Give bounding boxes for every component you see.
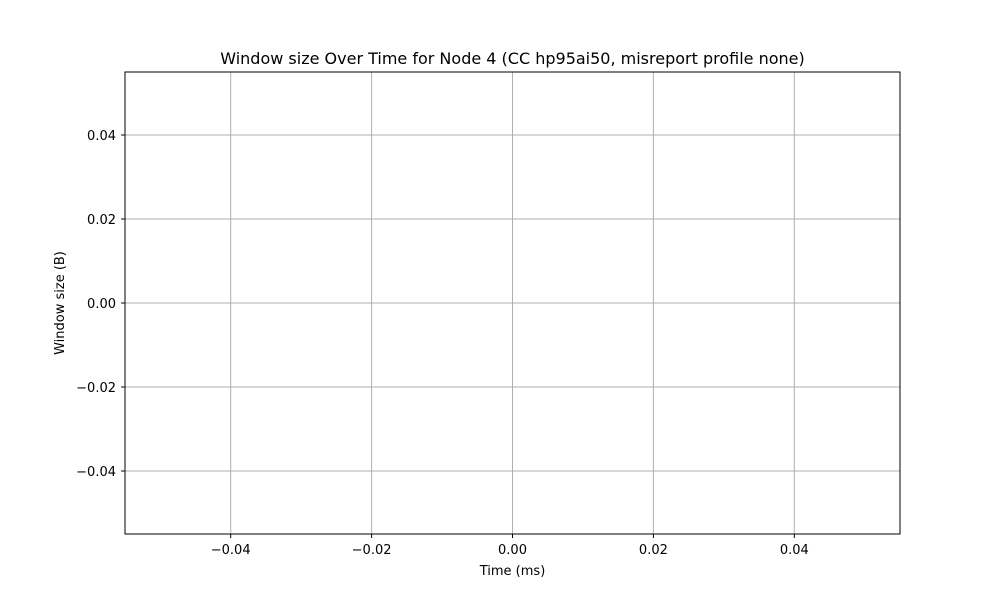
y-tick-label: −0.04: [76, 465, 116, 480]
x-tick-label: 0.00: [498, 543, 527, 558]
tick-layer: −0.04 −0.02 0.00 0.02 0.04 −0.04 −0.02 0.00 0.02…: [76, 129, 809, 558]
grid-layer: [125, 72, 900, 534]
x-tick-label: 0.02: [639, 543, 668, 558]
y-tick-label: 0.04: [87, 129, 116, 144]
x-tick-label: 0.04: [780, 543, 809, 558]
x-axis-label: Time (ms): [479, 564, 546, 579]
plot-frame: [124, 71, 901, 535]
y-tick-label: 0.00: [87, 297, 116, 312]
y-tick-label: 0.02: [87, 213, 116, 228]
chart-title: Window size Over Time for Node 4 (CC hp9…: [220, 49, 805, 68]
y-tick-label: −0.02: [76, 381, 116, 396]
x-tick-label: −0.04: [211, 543, 251, 558]
y-axis-label: Window size (B): [53, 251, 68, 355]
x-tick-label: −0.02: [352, 543, 392, 558]
